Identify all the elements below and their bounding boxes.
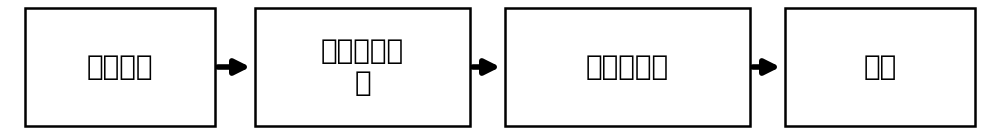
Bar xyxy=(25,8,215,126)
Text: 天线: 天线 xyxy=(863,53,897,81)
Bar xyxy=(785,8,975,126)
Text: 电感耦合器: 电感耦合器 xyxy=(586,53,669,81)
Bar xyxy=(255,8,470,126)
Text: 射频电路: 射频电路 xyxy=(87,53,153,81)
Text: 天线匹配网
络: 天线匹配网 络 xyxy=(321,37,404,97)
Bar xyxy=(505,8,750,126)
